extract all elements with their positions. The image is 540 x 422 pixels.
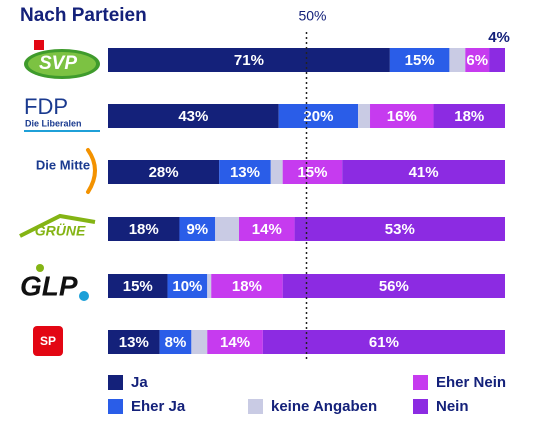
bar-segment — [108, 48, 390, 72]
bar-segment — [191, 330, 208, 354]
reference-label: 50% — [298, 8, 326, 24]
bar-segment — [207, 274, 212, 298]
logo-sp: SP — [33, 326, 63, 356]
bar-segment — [270, 160, 283, 184]
bar-segment — [370, 104, 434, 128]
legend-swatch — [248, 399, 263, 414]
bar-segment — [108, 330, 160, 354]
logo-fdp: FDP Die Liberalen — [24, 94, 100, 132]
legend-label: Eher Nein — [436, 374, 506, 391]
value-label: 41% — [409, 164, 439, 181]
value-label: 14% — [220, 334, 250, 351]
value-label: 16% — [387, 108, 417, 125]
value-label: 18% — [232, 278, 262, 295]
legend-swatch — [413, 399, 428, 414]
bar-segment — [294, 217, 505, 241]
value-label: 18% — [129, 221, 159, 238]
category-label: Die Mitte — [36, 157, 90, 172]
bar-segment — [342, 160, 505, 184]
legend-label: Ja — [131, 374, 148, 391]
value-label: 14% — [252, 221, 282, 238]
value-label: 71% — [234, 52, 264, 69]
logo-svp: SVP — [24, 40, 100, 79]
bar-segment — [159, 330, 192, 354]
bar-segment — [489, 48, 505, 72]
value-label: 10% — [172, 278, 202, 295]
value-label: 13% — [119, 334, 149, 351]
bar-segment — [282, 160, 343, 184]
value-label: 13% — [230, 164, 260, 181]
logo-gruene: GRÜNE — [19, 213, 96, 239]
bar-segment — [239, 217, 295, 241]
value-label: 53% — [385, 221, 415, 238]
bar-segment — [433, 104, 505, 128]
logo-glp: GLP — [20, 264, 89, 301]
legend-label: Eher Ja — [131, 398, 186, 415]
value-label: 56% — [379, 278, 409, 295]
legend-label: keine Angaben — [271, 398, 377, 415]
chart-title: Nach Parteien — [20, 5, 147, 26]
category-label: GLP — [20, 270, 78, 301]
bar-segment — [108, 217, 180, 241]
value-label: 20% — [303, 108, 333, 125]
category-label: GRÜNE — [35, 223, 86, 239]
bar-segment — [108, 160, 220, 184]
bar-segment — [179, 217, 216, 241]
bar-segment — [389, 48, 450, 72]
value-label: 6% — [466, 52, 488, 69]
value-label: 15% — [297, 164, 327, 181]
legend-swatch — [108, 399, 123, 414]
bar-segment — [219, 160, 271, 184]
bar-segment — [167, 274, 208, 298]
category-label: SVP — [39, 53, 77, 74]
bar-segment — [215, 217, 240, 241]
bar-segment — [108, 104, 279, 128]
value-label: 4% — [488, 29, 510, 46]
value-label: 15% — [123, 278, 153, 295]
value-label: 28% — [149, 164, 179, 181]
value-label: 43% — [178, 108, 208, 125]
value-label: 8% — [165, 334, 187, 351]
bar-segment — [282, 274, 505, 298]
category-sublabel: Die Liberalen — [25, 118, 82, 128]
value-label: 61% — [369, 334, 399, 351]
value-label: 15% — [405, 52, 435, 69]
category-label: SP — [40, 334, 56, 348]
bar-segment — [465, 48, 490, 72]
legend-swatch — [413, 375, 428, 390]
logo-mitte: Die Mitte — [36, 148, 97, 194]
value-label: 18% — [454, 108, 484, 125]
legend-label: Nein — [436, 398, 469, 415]
category-label: FDP — [24, 94, 68, 119]
bar-segment — [358, 104, 371, 128]
bar-segment — [262, 330, 505, 354]
legend-swatch — [108, 375, 123, 390]
bar-segment — [211, 274, 283, 298]
bar-segment — [108, 274, 168, 298]
bar-segment — [278, 104, 359, 128]
value-label: 9% — [186, 221, 208, 238]
bar-segment — [207, 330, 263, 354]
bar-segment — [449, 48, 466, 72]
